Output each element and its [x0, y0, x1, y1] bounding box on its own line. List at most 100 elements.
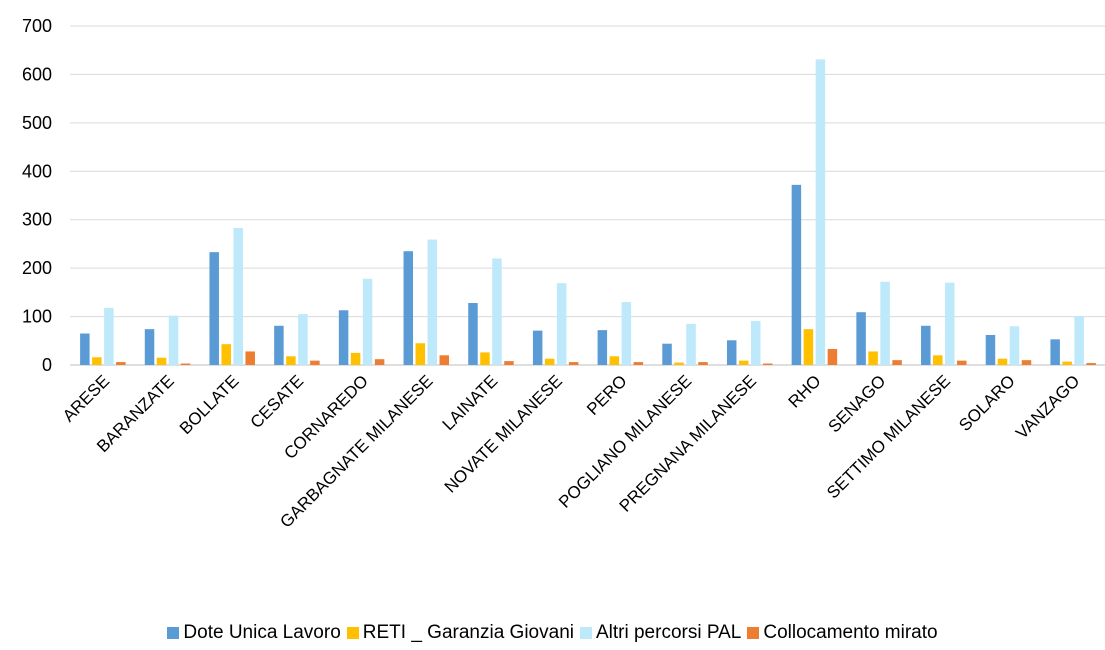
- bar: [480, 352, 490, 365]
- legend-swatch: [579, 627, 592, 639]
- bar: [1021, 360, 1032, 365]
- bar: [274, 325, 284, 365]
- bar: [209, 252, 219, 365]
- bar: [868, 351, 878, 365]
- bar: [892, 360, 902, 365]
- bar: [439, 355, 450, 365]
- bar: [621, 302, 632, 365]
- bar: [544, 358, 555, 365]
- bar: [468, 303, 478, 365]
- bar: [1074, 316, 1084, 365]
- x-tick-label: POGLIANO MILANESE: [555, 371, 695, 511]
- bar: [726, 340, 737, 365]
- bar: [233, 227, 243, 365]
- legend-label: Collocamento mirato: [763, 622, 938, 643]
- bar: [156, 357, 167, 365]
- bar: [791, 184, 802, 365]
- legend-swatch: [346, 627, 359, 639]
- bar: [997, 358, 1008, 365]
- x-tick-label: LAINATE: [439, 371, 502, 434]
- bar: [338, 310, 349, 365]
- x-tick-label: RHO: [785, 371, 825, 411]
- bar: [362, 278, 373, 365]
- x-tick-label: PERO: [583, 371, 631, 419]
- x-tick-label: CESATE: [247, 371, 308, 432]
- legend-item: Collocamento mirato: [747, 622, 938, 644]
- y-tick-label: 700: [22, 16, 52, 36]
- bar: [957, 360, 967, 365]
- bar: [568, 362, 579, 365]
- bar: [310, 360, 320, 365]
- bar: [698, 362, 708, 365]
- bar: [1062, 361, 1072, 365]
- bar: [738, 360, 749, 365]
- x-tick-label: BOLLATE: [176, 371, 243, 438]
- y-tick-label: 600: [22, 64, 52, 84]
- bar: [427, 239, 438, 365]
- bar: [374, 359, 385, 365]
- bar: [92, 357, 102, 365]
- bar: [827, 349, 838, 365]
- bar: [298, 314, 308, 365]
- bar: [921, 325, 931, 365]
- bar: [104, 307, 114, 365]
- bar: [762, 363, 773, 365]
- bar: [633, 362, 644, 365]
- legend-item: RETI _ Garanzia Giovani: [346, 622, 574, 644]
- legend-swatch: [167, 627, 180, 639]
- x-tick-label: VANZAGO: [1012, 371, 1083, 442]
- legend-label: Dote Unica Lavoro: [183, 622, 341, 643]
- bar: [856, 312, 866, 365]
- bar: [1050, 339, 1060, 365]
- bar: [286, 356, 296, 365]
- bar: [504, 361, 514, 365]
- bar: [674, 362, 684, 365]
- legend: Dote Unica Lavoro RETI _ Garanzia Giovani…: [0, 622, 1105, 644]
- bar: [116, 362, 126, 365]
- bar: [686, 323, 696, 365]
- bar: [803, 329, 814, 365]
- bar: [532, 330, 543, 365]
- bar: [880, 281, 890, 365]
- y-tick-label: 100: [22, 307, 52, 327]
- bar: [80, 333, 90, 365]
- bar: [168, 315, 179, 365]
- bar: [245, 351, 255, 365]
- y-axis: 0 100 200 300 400 500 600 700: [22, 16, 52, 375]
- legend-label: RETI _ Garanzia Giovani: [362, 622, 574, 643]
- y-tick-label: 500: [22, 113, 52, 133]
- bar: [750, 320, 761, 365]
- bar: [945, 282, 955, 365]
- bar: [597, 330, 608, 365]
- x-tick-label: NOVATE MILANESE: [441, 371, 566, 496]
- y-tick-label: 0: [42, 355, 52, 375]
- bar: [933, 355, 943, 365]
- bar: [350, 352, 361, 365]
- bar: [662, 343, 672, 365]
- bar: [1009, 326, 1020, 365]
- x-tick-label: SOLARO: [955, 371, 1019, 435]
- x-tick-label: SENAGO: [825, 371, 890, 436]
- bar: [144, 329, 155, 365]
- y-tick-label: 400: [22, 161, 52, 181]
- bar: [556, 283, 567, 365]
- y-tick-label: 200: [22, 258, 52, 278]
- bar: [609, 356, 620, 365]
- bar: [221, 344, 231, 365]
- y-tick-label: 300: [22, 210, 52, 230]
- x-tick-label: PREGNANA MILANESE: [616, 371, 760, 515]
- x-tick-label: SETTIMO MILANESE: [823, 371, 954, 502]
- bar: [403, 251, 414, 365]
- legend-label: Altri percorsi PAL: [595, 622, 742, 643]
- bars: [80, 59, 1096, 366]
- legend-item: Altri percorsi PAL: [579, 622, 742, 644]
- legend-item: Dote Unica Lavoro: [167, 622, 341, 644]
- bar: [180, 363, 191, 365]
- bar: [492, 258, 502, 365]
- legend-swatch: [747, 627, 760, 639]
- bar: [1086, 363, 1096, 365]
- bar: [985, 334, 996, 365]
- bar: [415, 343, 426, 365]
